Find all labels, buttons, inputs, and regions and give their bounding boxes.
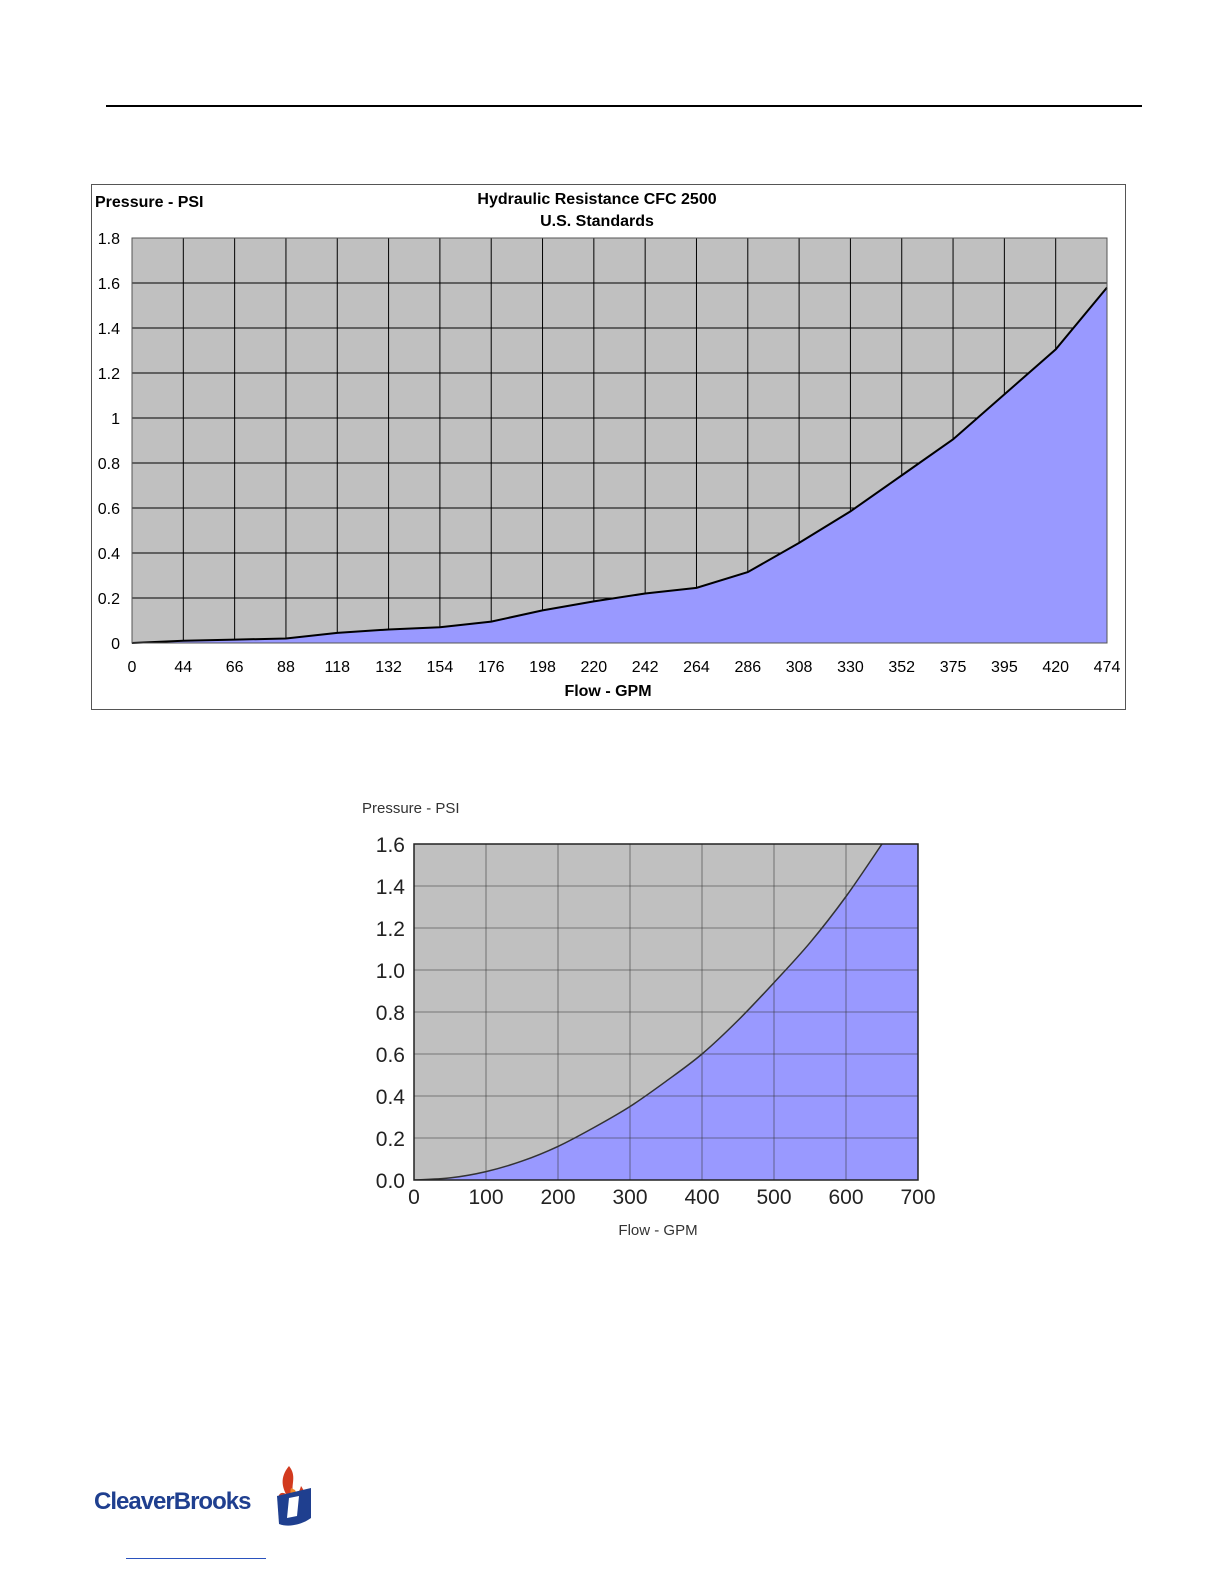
chart1-ytick-label: 0.2 [98,591,120,608]
chart1-xtick-label: 420 [1042,659,1069,676]
chart1-xtick-label: 395 [991,659,1018,676]
chart2-ytick-label: 0.2 [376,1128,405,1151]
chart2-svg: Pressure - PSI Flow - GPM 0.0 0.2 0.4 0.6 0.… [362,800,936,1239]
chart2-ytick-label: 0.6 [376,1044,405,1067]
chart1-xtick-label: 88 [277,659,295,676]
chart2-xtick-label: 600 [828,1186,863,1209]
chart1-subtitle: U.S. Standards [540,213,654,230]
chart2-xtick-label: 200 [540,1186,575,1209]
chart2-ytick-label: 1.6 [376,834,405,857]
chart1-plot-border [131,237,1108,644]
chart2-ytick-label: 0.8 [376,1002,405,1025]
chart1-xtick-label: 220 [580,659,607,676]
chart1-xtick-label: 330 [837,659,864,676]
chart1-ytick-label: 0 [111,636,120,653]
chart1-xtick-label: 474 [1094,659,1121,676]
chart1-ytick-label: 1.2 [98,366,120,383]
chart2-ylabel: Pressure - PSI [362,800,460,817]
top-rule [106,105,1142,107]
chart1-xtick-label: 286 [734,659,761,676]
chart1-xtick-label: 66 [226,659,244,676]
chart1-ytick-label: 0.4 [98,546,120,563]
chart2-series-line [414,844,883,1180]
chart1-ytick-label: 1.6 [98,276,120,293]
chart2-ytick-label: 1.2 [376,918,405,941]
chart1-series-area [132,287,1107,643]
chart1-xtick-label: 264 [683,659,710,676]
chart1-ytick-label: 0.8 [98,456,120,473]
chart1-xtick-label: 176 [478,659,505,676]
chart1-xtick-label: 44 [174,659,192,676]
chart1-xtick-label: 118 [325,659,351,676]
chart2-xtick-label: 500 [756,1186,791,1209]
chart2-ytick-label: 0.4 [376,1086,406,1109]
chart1-xtick-label: 375 [940,659,967,676]
chart1-xtick-label: 352 [888,659,915,676]
chart-hydraulic-resistance: Pressure - PSI Hydraulic Resistance CFC … [91,184,1126,710]
chart1-title: Hydraulic Resistance CFC 2500 [477,191,716,208]
flame-icon [277,1466,311,1526]
chart1-xlabel: Flow - GPM [564,683,651,700]
cleaverbrooks-logo: CleaverBrooks [94,1466,311,1526]
chart1-xtick-label: 308 [786,659,813,676]
chart2-xtick-label: 300 [612,1186,647,1209]
chart1-xtick-label: 0 [128,659,137,676]
chart1-ytick-label: 0.6 [98,501,120,518]
chart1-ytick-label: 1.8 [98,231,120,248]
chart2-ytick-label: 1.4 [376,876,406,899]
chart2-ytick-label: 0.0 [376,1170,405,1193]
chart1-ytick-label: 1.4 [98,321,120,338]
chart2-xtick-label: 400 [684,1186,719,1209]
chart1-xtick-label: 198 [529,659,556,676]
chart1-xtick-label: 242 [632,659,659,676]
chart2-ytick-label: 1.0 [376,960,405,983]
chart1-xtick-label: 132 [375,659,402,676]
chart2-plot-border [413,843,919,1181]
chart1-series-line [131,286,1108,644]
chart2-xtick-label: 700 [900,1186,935,1209]
logo-text: CleaverBrooks [94,1488,251,1515]
chart2-xtick-label: 100 [468,1186,503,1209]
chart1-xtick-label: 154 [427,659,454,676]
chart1-ylabel: Pressure - PSI [95,194,204,211]
chart-pressure-flow: Pressure - PSI Flow - GPM 0.0 0.2 0.4 0.6 0.… [356,790,946,1245]
chart1-ytick-label: 1 [111,411,120,428]
chart2-xtick-label: 0 [408,1186,420,1209]
chart2-xlabel: Flow - GPM [618,1222,697,1239]
chart1-svg: Pressure - PSI Hydraulic Resistance CFC … [95,191,1121,700]
link-underline [126,1558,266,1559]
